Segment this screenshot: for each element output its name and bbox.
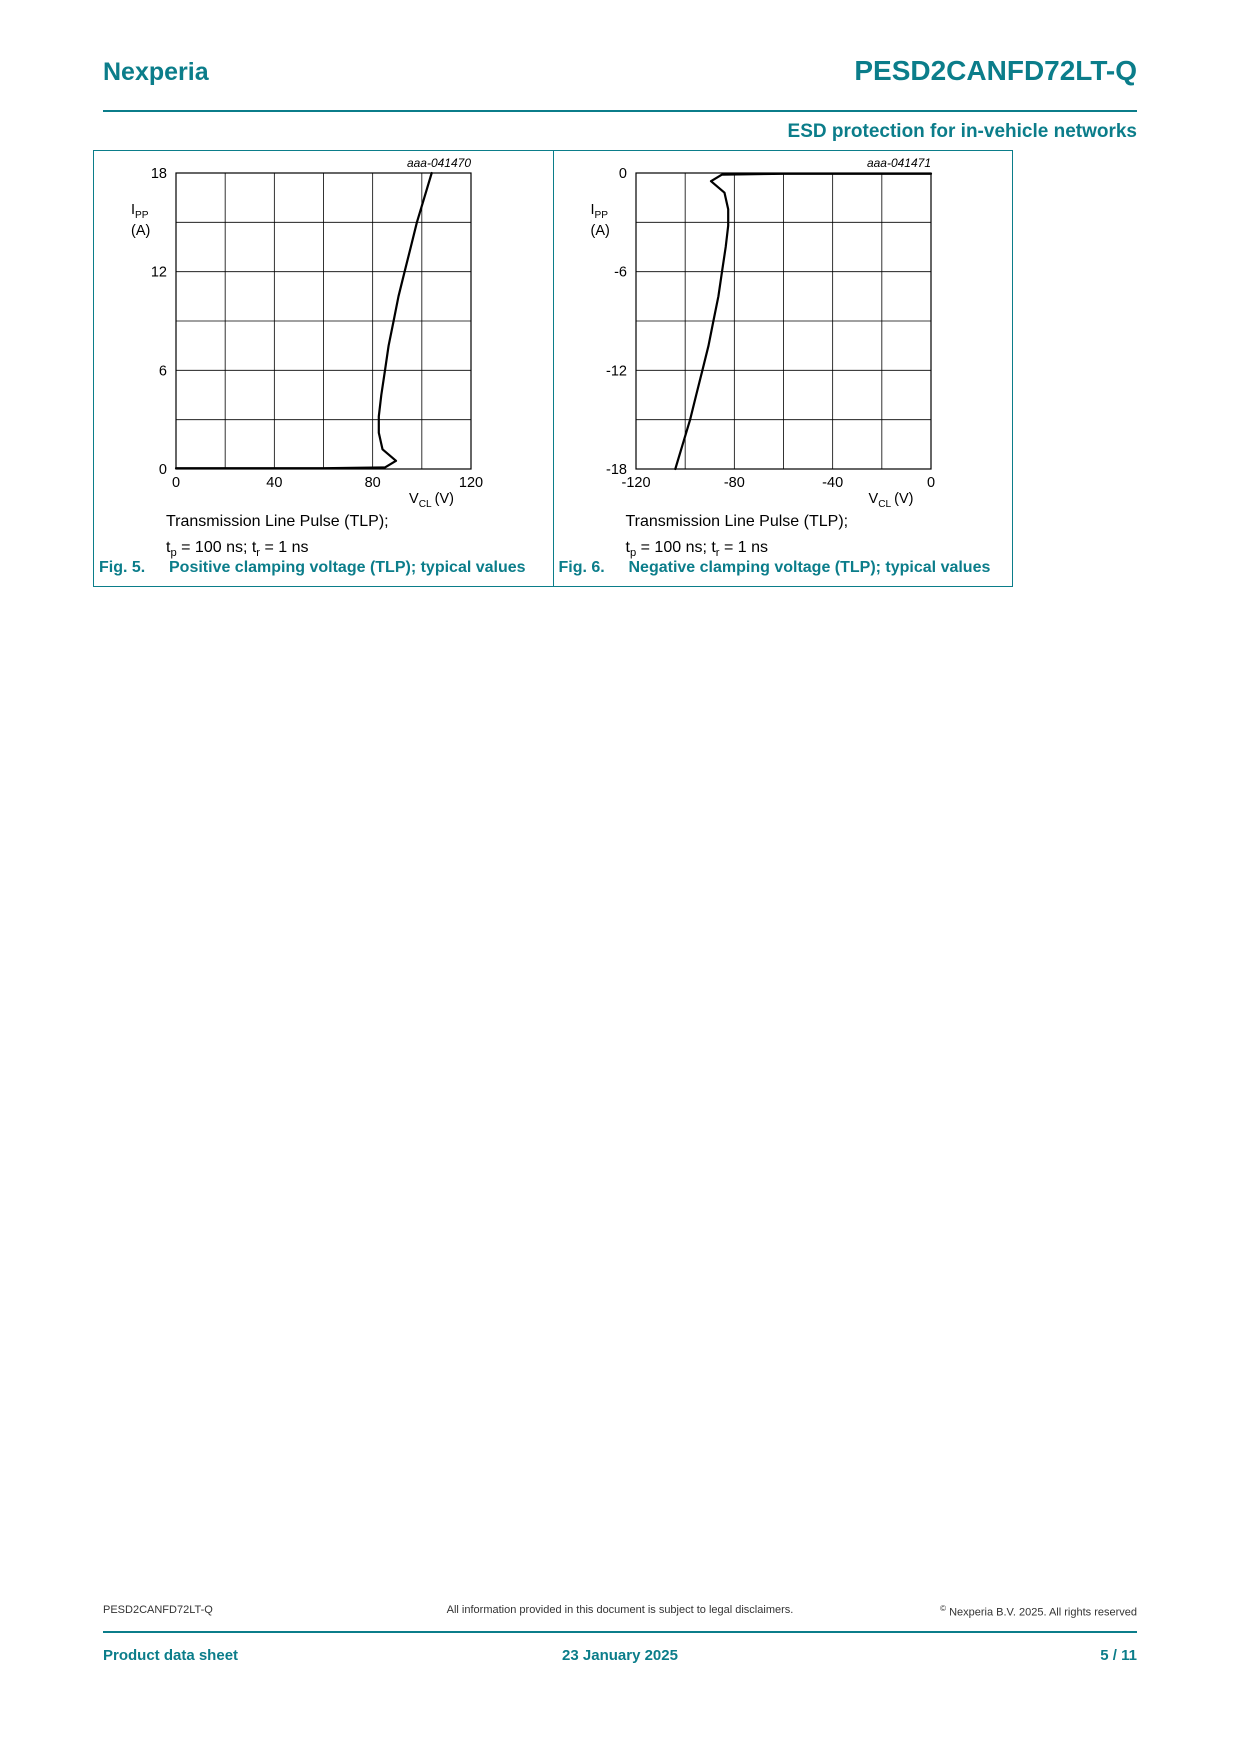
doc-subtitle: ESD protection for in-vehicle networks — [787, 121, 1137, 142]
y-axis-symbol: I — [590, 202, 595, 218]
figure-caption-text: Negative clamping voltage (TLP); typical… — [628, 559, 991, 576]
footer-doc-type: Product data sheet — [103, 1647, 239, 1664]
x-axis-unit: (V) — [894, 491, 914, 507]
footer-legal-row: PESD2CANFD72LT-Q All information provide… — [103, 1604, 1137, 1619]
footer-doc-id: PESD2CANFD72LT-Q — [103, 1604, 213, 1616]
svg-text:-18: -18 — [606, 462, 627, 478]
y-axis-symbol: I — [131, 202, 136, 218]
svg-text:0: 0 — [926, 475, 934, 491]
positive-clamping-chart: aaa-041470 0 40 80 120 0 6 12 18 — [151, 156, 483, 491]
svg-text:-6: -6 — [614, 265, 627, 281]
conditions-line1: Transmission Line Pulse (TLP); — [625, 513, 849, 530]
footer-info-row: Product data sheet 23 January 2025 5 / 1… — [103, 1647, 1137, 1665]
footer-page-number: 5 / 11 — [1100, 1647, 1137, 1664]
svg-text:120: 120 — [459, 475, 483, 491]
y-axis-subscript: PP — [135, 209, 149, 221]
figure-cell-negative: aaa-041471 -120 -80 -40 0 0 -6 -12 -18 IPP (A) … — [552, 151, 1013, 586]
figure-caption: Fig. 6. Negative clamping voltage (TLP);… — [559, 559, 1008, 577]
copyright-symbol: © — [940, 1604, 947, 1613]
svg-text:0: 0 — [159, 462, 167, 478]
conditions-line2: tp = 100 ns; tr = 1 ns — [166, 539, 309, 560]
svg-text:18: 18 — [151, 166, 167, 182]
svg-text:0: 0 — [172, 475, 180, 491]
conditions-text: Transmission Line Pulse (TLP); tp = 100 … — [626, 509, 849, 563]
y-axis-unit: (A) — [131, 223, 151, 240]
y-axis-label: IPP (A) — [131, 201, 150, 241]
svg-text:80: 80 — [365, 475, 381, 491]
x-axis-symbol: V — [409, 491, 419, 507]
figure-caption-text: Positive clamping voltage (TLP); typical… — [169, 559, 526, 576]
conditions-line1: Transmission Line Pulse (TLP); — [166, 513, 389, 530]
chart-code: aaa-041470 — [407, 156, 471, 170]
x-axis-subscript: CL — [418, 498, 432, 510]
conditions-line2: tp = 100 ns; tr = 1 ns — [625, 539, 769, 560]
figure-number: Fig. 6. — [558, 559, 605, 576]
figure-number: Fig. 5. — [99, 559, 146, 576]
x-axis-symbol: V — [868, 491, 879, 507]
doc-title: PESD2CANFD72LT-Q — [854, 55, 1137, 86]
negative-clamping-chart: aaa-041471 -120 -80 -40 0 0 -6 -12 -18 — [606, 156, 935, 491]
svg-text:-12: -12 — [606, 363, 627, 379]
header-rule — [103, 110, 1137, 112]
y-axis-subscript: PP — [594, 209, 609, 221]
footer-copyright: © Nexperia B.V. 2025. All rights reserve… — [940, 1604, 1137, 1619]
figure-caption: Fig. 5. Positive clamping voltage (TLP);… — [99, 559, 548, 577]
figure-box: aaa-041470 0 40 80 120 0 6 12 18 IPP (A) VCL (V)… — [93, 150, 1013, 587]
chart-code: aaa-041471 — [866, 156, 930, 170]
conditions-text: Transmission Line Pulse (TLP); tp = 100 … — [166, 509, 389, 563]
svg-text:0: 0 — [618, 166, 626, 182]
figure-cell-positive: aaa-041470 0 40 80 120 0 6 12 18 IPP (A) VCL (V)… — [94, 151, 553, 586]
footer-legal-text: All information provided in this documen… — [446, 1604, 794, 1616]
footer-date: 23 January 2025 — [562, 1647, 678, 1664]
svg-text:40: 40 — [266, 475, 282, 491]
x-axis-label: VCL (V) — [754, 491, 914, 510]
svg-text:12: 12 — [151, 265, 167, 281]
footer-rule — [103, 1631, 1137, 1633]
brand-logo: Nexperia — [103, 58, 209, 86]
svg-text:-80: -80 — [723, 475, 744, 491]
svg-text:-40: -40 — [822, 475, 843, 491]
svg-text:6: 6 — [159, 363, 167, 379]
x-axis-subscript: CL — [878, 498, 892, 510]
y-axis-unit: (A) — [590, 223, 610, 240]
x-axis-label: VCL (V) — [294, 491, 454, 510]
y-axis-label: IPP (A) — [591, 201, 610, 241]
x-axis-unit: (V) — [434, 491, 454, 507]
svg-text:-120: -120 — [621, 475, 650, 491]
